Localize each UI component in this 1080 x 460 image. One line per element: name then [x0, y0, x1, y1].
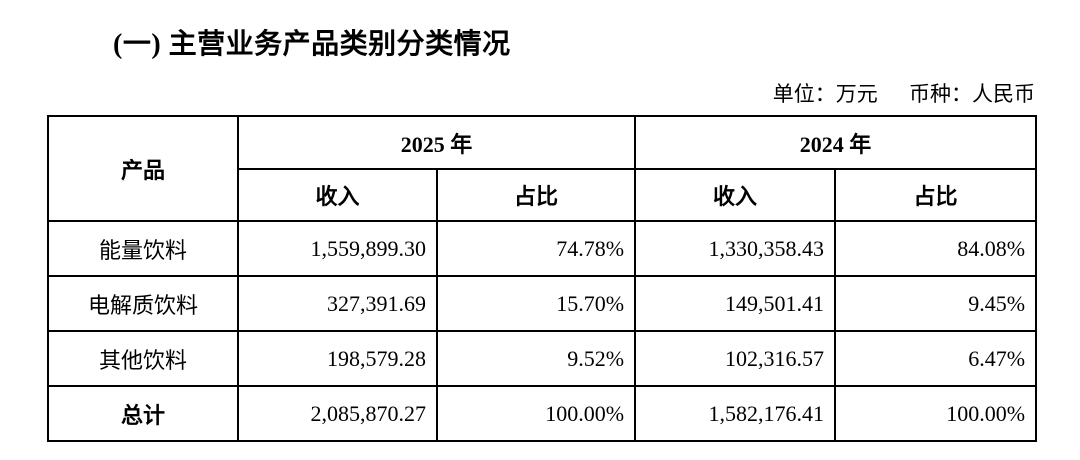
income-2024-cell: 149,501.41: [634, 275, 837, 332]
product-category-table: 产品 2025 年 2024 年 收入 占比 收入 占比 能量饮料 1,559,…: [47, 115, 1038, 442]
product-name-cell: 电解质饮料: [47, 275, 239, 332]
table-header-year-row: 产品 2025 年 2024 年: [47, 115, 1038, 222]
header-year-2024: 2024 年: [634, 115, 1038, 170]
header-product: 产品: [47, 115, 239, 222]
table-total-row: 总计 2,085,870.27 100.00% 1,582,176.41 100…: [47, 385, 1038, 442]
table-row: 能量饮料 1,559,899.30 74.78% 1,330,358.43 84…: [47, 220, 1038, 277]
header-income-2024: 收入: [634, 168, 837, 222]
income-2025-cell: 198,579.28: [237, 330, 438, 387]
product-name-cell: 能量饮料: [47, 220, 239, 277]
product-name-cell: 其他饮料: [47, 330, 239, 387]
income-2024-cell: 1,330,358.43: [634, 220, 837, 277]
share-2024-cell: 9.45%: [834, 275, 1038, 332]
header-share-2025: 占比: [435, 168, 637, 222]
share-2025-cell: 15.70%: [435, 275, 637, 332]
total-share-2024-cell: 100.00%: [834, 385, 1038, 442]
header-income-2025: 收入: [237, 168, 438, 222]
income-2024-cell: 102,316.57: [634, 330, 837, 387]
unit-label: 单位：万元: [772, 82, 878, 106]
header-year-2025: 2025 年: [236, 115, 637, 170]
income-2025-cell: 327,391.69: [237, 275, 438, 332]
share-2025-cell: 74.78%: [435, 220, 637, 277]
share-2024-cell: 84.08%: [834, 220, 1038, 277]
table-row: 其他饮料 198,579.28 9.52% 102,316.57 6.47%: [47, 330, 1038, 387]
share-2025-cell: 9.52%: [435, 330, 637, 387]
unit-currency-note: 单位：万元 币种：人民币: [773, 78, 1035, 108]
table-header-sub-row: 收入 占比 收入 占比: [48, 168, 1038, 222]
income-2025-cell: 1,559,899.30: [237, 220, 438, 277]
total-label-cell: 总计: [47, 385, 239, 442]
total-income-2025-cell: 2,085,870.27: [237, 385, 438, 442]
table-row: 电解质饮料 327,391.69 15.70% 149,501.41 9.45%: [47, 275, 1038, 332]
currency-label: 币种：人民币: [909, 82, 1035, 106]
total-income-2024-cell: 1,582,176.41: [634, 385, 837, 442]
page-title: (一) 主营业务产品类别分类情况: [113, 29, 511, 60]
share-2024-cell: 6.47%: [834, 330, 1038, 387]
header-share-2024: 占比: [834, 168, 1038, 222]
total-share-2025-cell: 100.00%: [435, 385, 637, 442]
